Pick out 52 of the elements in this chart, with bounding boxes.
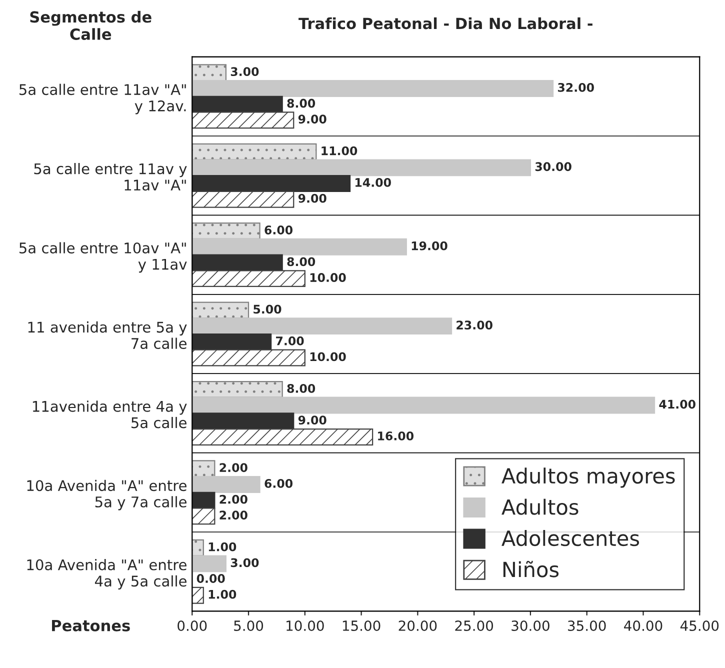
x-tick-label: 40.00	[624, 620, 662, 631]
x-tick-label: 25.00	[455, 620, 494, 631]
x-tick-label: 30.00	[512, 620, 550, 631]
x-tick-label: 0.00	[178, 620, 207, 631]
data-label: 9.00	[298, 416, 326, 425]
data-label: 10.00	[310, 352, 346, 362]
data-label: 8.00	[287, 384, 316, 393]
data-label: 19.00	[412, 241, 448, 250]
data-label: 30.00	[535, 162, 572, 172]
data-label: 6.00	[264, 478, 293, 488]
data-label: 6.00	[264, 226, 293, 234]
data-label: 5.00	[254, 304, 282, 314]
y-tick-label: 11avenida entre 4a y 5a calle	[32, 400, 187, 428]
data-label: 2.00	[220, 494, 248, 504]
data-label: 9.00	[298, 194, 326, 203]
data-label: 9.00	[298, 114, 326, 124]
chart-title: Trafico Peatonal - Dia No Laboral -	[298, 17, 592, 30]
y-tick-label: 5a calle entre 11av y 11av "A"	[34, 162, 187, 191]
x-tick-label: 35.00	[568, 620, 606, 631]
y-tick-label: 5a calle entre 10av "A" y 11av	[20, 242, 187, 273]
data-label: 3.00	[230, 558, 259, 568]
legend-label: Niños	[503, 560, 559, 578]
y-axis-title: Segmentos de Calle	[30, 10, 152, 40]
x-tick-label: 45.00	[680, 620, 719, 631]
legend-label: Adolescentes	[502, 530, 640, 546]
legend-label: Adultos	[502, 498, 578, 515]
data-label: 2.00	[220, 463, 248, 472]
data-label: 14.00	[356, 178, 391, 187]
data-label: 7.00	[276, 336, 304, 346]
x-tick-label: 20.00	[398, 620, 437, 631]
data-label: 23.00	[456, 320, 492, 330]
data-label: 41.00	[659, 400, 696, 409]
x-tick-label: 5.00	[234, 620, 264, 631]
data-label: 3.00	[230, 67, 259, 76]
data-label: 10.00	[310, 273, 346, 282]
y-tick-label: 10a Avenida "A" entre 5a y 7a calle	[27, 480, 186, 510]
y-tick-label: 5a calle entre 11av "A" y 12av.	[20, 84, 186, 114]
data-label: 2.00	[220, 510, 248, 520]
x-axis-title: Peatones	[52, 620, 130, 632]
data-label: 32.00	[558, 82, 594, 92]
legend-label: Adultos mayores	[502, 468, 675, 488]
data-label: 1.00	[208, 542, 236, 552]
x-tick-label: 15.00	[342, 620, 380, 631]
data-label: 8.00	[287, 257, 316, 266]
y-tick-label: 11 avenida entre 5a y 7a calle	[28, 321, 187, 350]
data-label: 11.00	[322, 146, 358, 156]
data-label: 8.00	[287, 98, 316, 108]
x-tick-label: 10.00	[286, 620, 324, 631]
data-label: 16.00	[378, 431, 414, 440]
data-label: 0.00	[196, 574, 225, 583]
y-tick-label: 10a Avenida "A" entre 4a y 5a calle	[27, 559, 186, 590]
data-label: 1.00	[208, 590, 236, 599]
